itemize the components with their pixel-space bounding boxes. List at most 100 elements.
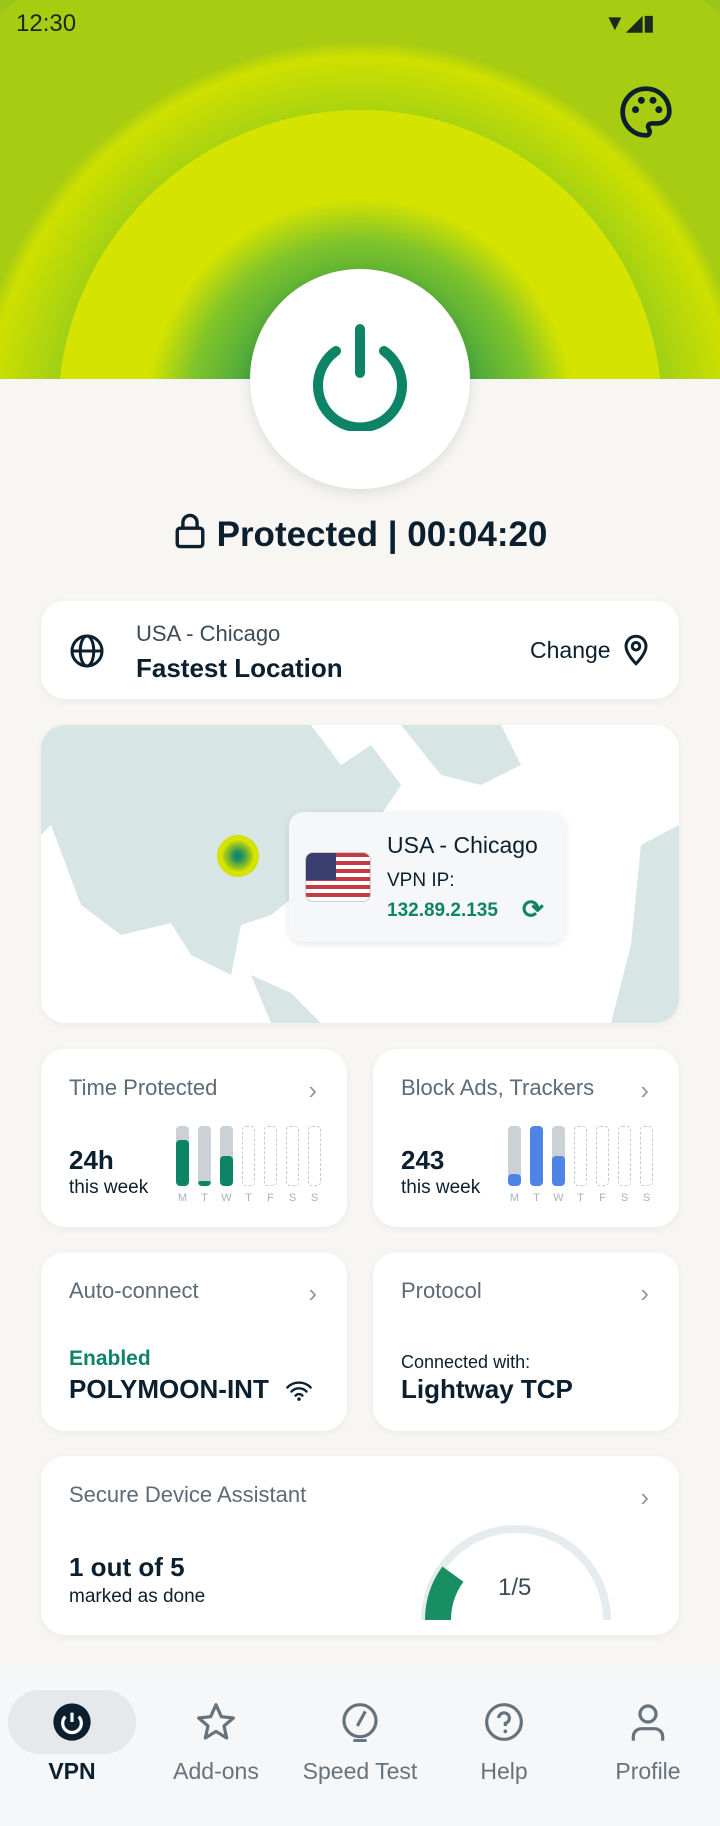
auto-connect-status: Enabled — [69, 1347, 151, 1370]
day-bar — [552, 1126, 565, 1186]
bar-fill — [176, 1139, 189, 1186]
lock-icon — [175, 513, 205, 549]
card-title: Secure Device Assistant — [69, 1482, 307, 1507]
status-text: Protected — [216, 515, 379, 554]
card-title: Block Ads, Trackers — [401, 1075, 595, 1100]
day-bar — [198, 1126, 211, 1186]
protocol-card[interactable]: Protocol › Connected with: Lightway TCP — [373, 1252, 679, 1431]
day-bar — [574, 1126, 587, 1186]
sda-gauge — [421, 1525, 611, 1621]
day-bar — [530, 1126, 543, 1186]
day-label: W — [553, 1192, 564, 1204]
day-bar — [242, 1126, 255, 1186]
chevron-right-icon: › — [308, 1075, 317, 1105]
nav-label: Profile — [615, 1758, 681, 1784]
nav-label: Help — [480, 1758, 528, 1784]
time-sub: this week — [69, 1177, 149, 1198]
nav-label: Add-ons — [173, 1758, 259, 1784]
auto-connect-card[interactable]: Auto-connect › Enabled POLYMOON-INT — [41, 1252, 347, 1431]
blocked-sub: this week — [401, 1177, 481, 1198]
day-label: T — [245, 1192, 252, 1204]
globe-icon — [70, 634, 104, 668]
day-bar — [618, 1126, 631, 1186]
sda-sub: marked as done — [69, 1586, 206, 1607]
bar-fill — [220, 1156, 233, 1186]
day-bar — [220, 1126, 233, 1186]
vpn-ip: 132.89.2.135 — [387, 900, 498, 921]
separator: | — [387, 515, 398, 554]
day-label: F — [267, 1192, 274, 1204]
day-label: S — [288, 1192, 297, 1204]
nav-label: Speed Test — [302, 1758, 418, 1784]
day-bar — [308, 1126, 321, 1186]
hero-banner — [0, 0, 720, 379]
timer: 00:04:20 — [407, 515, 548, 554]
nav-label: VPN — [48, 1758, 96, 1784]
bar-fill — [530, 1126, 543, 1186]
location-name: USA - Chicago — [136, 621, 281, 646]
day-bar — [640, 1126, 653, 1186]
power-icon — [313, 324, 407, 431]
refresh-ip-icon[interactable]: ⟳ — [522, 894, 544, 924]
connection-status: Protected | 00:04:20 — [0, 512, 720, 555]
card-title: Time Protected — [69, 1075, 218, 1100]
day-bar — [286, 1126, 299, 1186]
bar-fill — [198, 1181, 211, 1186]
chevron-right-icon: › — [308, 1278, 317, 1308]
gauge-fill — [425, 1566, 464, 1621]
secure-device-assistant-card[interactable]: Secure Device Assistant › 1 out of 5 mar… — [41, 1456, 679, 1635]
power-icon — [53, 1703, 91, 1741]
day-label: S — [310, 1192, 319, 1204]
chevron-right-icon: › — [640, 1075, 649, 1105]
location-popup: USA - Chicago VPN IP: 132.89.2.135 ⟳ — [289, 812, 565, 942]
bar-fill — [508, 1174, 521, 1186]
location-pin-icon[interactable] — [621, 633, 651, 667]
time-protected-card[interactable]: Time Protected › 24h this week M T W T F S S — [41, 1049, 347, 1227]
status-icons: ▼◢▮ — [604, 10, 655, 35]
network-name: POLYMOON-INT — [69, 1374, 269, 1404]
speedometer-icon — [342, 1703, 378, 1742]
chevron-right-icon: › — [640, 1482, 649, 1512]
day-label: F — [599, 1192, 606, 1204]
day-bar — [508, 1126, 521, 1186]
change-location-button[interactable]: Change — [530, 637, 611, 663]
day-label: S — [620, 1192, 629, 1204]
day-bar — [596, 1126, 609, 1186]
day-label: S — [642, 1192, 651, 1204]
location-card[interactable]: USA - Chicago Fastest Location Change — [41, 601, 679, 699]
time-value: 24h — [69, 1145, 114, 1175]
day-label: T — [533, 1192, 540, 1204]
day-label: W — [221, 1192, 232, 1204]
blocked-value: 243 — [401, 1145, 445, 1175]
block-ads-card[interactable]: Block Ads, Trackers › 243 this week M T W T… — [373, 1049, 679, 1227]
card-title: Protocol — [401, 1278, 482, 1303]
bottom-nav: VPN Add-ons Speed Test Help Profile — [0, 1666, 720, 1826]
palette-icon[interactable] — [618, 84, 674, 140]
day-label: T — [201, 1192, 208, 1204]
status-time: 12:30 — [16, 10, 77, 37]
blocked-chart — [508, 1126, 653, 1186]
day-bar — [176, 1126, 189, 1186]
day-label: M — [509, 1192, 520, 1204]
profile-icon — [631, 1704, 665, 1741]
bar-fill — [552, 1156, 565, 1186]
connect-power-button[interactable] — [250, 269, 470, 489]
usa-flag-icon — [305, 852, 371, 902]
map-card[interactable]: USA - Chicago VPN IP: 132.89.2.135 ⟳ — [41, 725, 679, 1023]
popup-location: USA - Chicago — [387, 832, 538, 858]
protocol-value: Lightway TCP — [401, 1374, 573, 1404]
day-label: T — [577, 1192, 584, 1204]
day-bar — [264, 1126, 277, 1186]
location-marker — [217, 835, 259, 877]
help-icon — [485, 1703, 523, 1741]
protocol-sub: Connected with: — [401, 1352, 531, 1372]
gauge-label: 1/5 — [498, 1574, 532, 1601]
time-chart — [176, 1126, 321, 1186]
location-label: Fastest Location — [136, 653, 343, 683]
wifi-icon — [286, 1381, 312, 1401]
star-icon — [197, 1703, 235, 1740]
sda-value: 1 out of 5 — [69, 1552, 185, 1582]
chevron-right-icon: › — [640, 1278, 649, 1308]
